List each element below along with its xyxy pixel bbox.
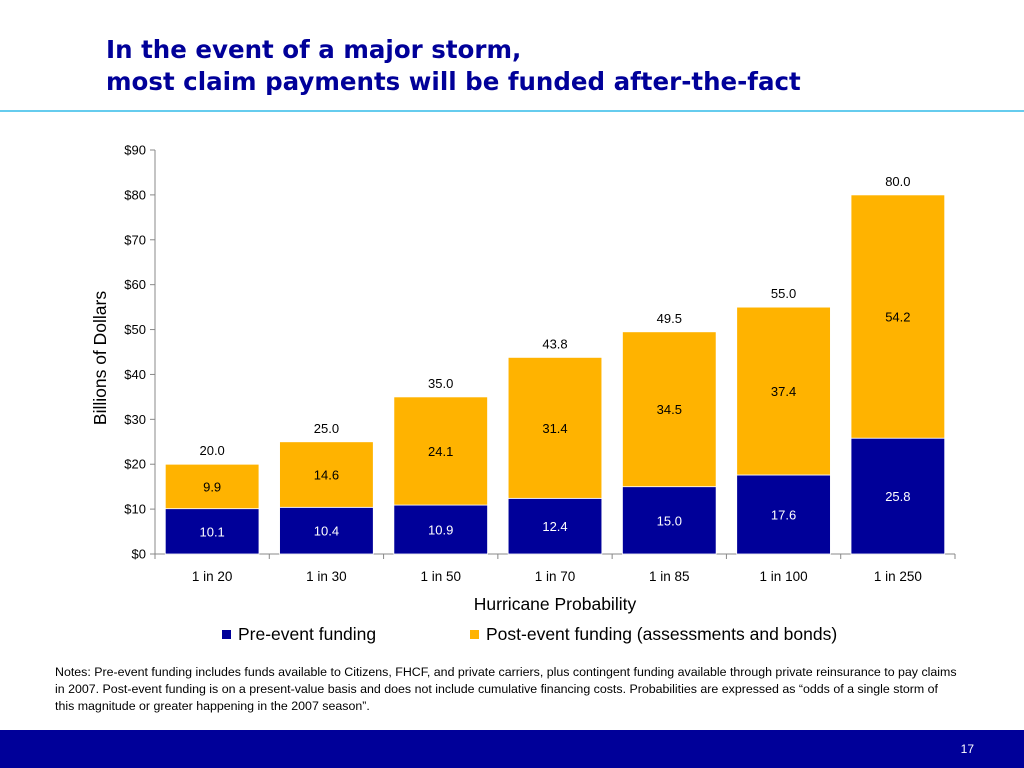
legend-swatch-pre-event	[222, 630, 231, 639]
bar-segment-post-event	[622, 331, 717, 488]
x-axis-title: Hurricane Probability	[474, 594, 637, 614]
slide-title: In the event of a major storm, most clai…	[106, 34, 801, 98]
x-tick-label: 1 in 20	[192, 569, 233, 584]
bar-segment-post-event	[507, 356, 603, 499]
data-label-pre-event: 15.0	[657, 513, 682, 528]
y-tick-label: $50	[124, 322, 146, 337]
data-label-post-event: 24.1	[428, 444, 453, 459]
slide-title-line-1: In the event of a major storm,	[106, 35, 522, 64]
chart-notes: Notes: Pre-event funding includes funds …	[55, 665, 957, 713]
total-label: 35.0	[428, 376, 453, 391]
total-label: 25.0	[314, 421, 339, 436]
bar-segment-post-event	[850, 194, 946, 439]
slide-title-line-2: most claim payments will be funded after…	[106, 67, 801, 96]
bar-segment-post-event	[164, 463, 260, 510]
data-label-post-event: 14.6	[314, 468, 339, 483]
x-tick-label: 1 in 30	[306, 569, 347, 584]
legend-swatch-post-event	[470, 630, 479, 639]
legend-label-post-event: Post-event funding (assessments and bond…	[486, 624, 838, 644]
legend-item-post-event: Post-event funding (assessments and bond…	[470, 624, 837, 645]
bar-segment-post-event	[279, 441, 374, 508]
total-label: 80.0	[885, 174, 910, 189]
legend-label-pre-event: Pre-event funding	[238, 624, 377, 644]
x-tick-label: 1 in 70	[535, 569, 576, 584]
data-label-post-event: 54.2	[885, 310, 910, 325]
bar-segment-post-event	[393, 396, 488, 506]
y-tick-label: $70	[124, 232, 146, 247]
data-label-pre-event: 25.8	[885, 489, 910, 504]
data-label-post-event: 31.4	[542, 421, 567, 436]
total-label: 55.0	[771, 286, 796, 301]
stacked-bar-chart: $0 $10 $20 $30 $40 $50 $60 $70 $80 $90 10.1 9.9 20.0…	[90, 143, 956, 614]
y-tick-label: $20	[124, 457, 146, 472]
footer-bar: 17	[0, 730, 1024, 768]
data-label-pre-event: 12.4	[542, 519, 567, 534]
bar-segment-pre-event	[622, 486, 717, 555]
y-tick-label: $90	[124, 143, 146, 158]
y-tick-label: $40	[124, 367, 146, 382]
y-tick-label: $80	[124, 187, 146, 202]
bar-segment-pre-event	[850, 437, 946, 555]
x-tick-label: 1 in 85	[649, 569, 690, 584]
bar-segment-pre-event	[736, 474, 831, 555]
data-label-pre-event: 17.6	[771, 507, 796, 522]
x-tick-label: 1 in 100	[760, 569, 808, 584]
total-label: 20.0	[199, 443, 224, 458]
bar-segment-pre-event	[164, 508, 260, 555]
bar-segment-pre-event	[393, 504, 488, 555]
data-label-pre-event: 10.4	[314, 524, 339, 539]
title-divider	[0, 110, 1024, 112]
y-tick-label: $0	[132, 547, 146, 562]
total-label: 49.5	[657, 311, 682, 326]
chart-legend: Pre-event funding Post-event funding (as…	[0, 624, 1024, 646]
total-label: 43.8	[542, 336, 567, 351]
data-label-post-event: 34.5	[657, 402, 682, 417]
x-tick-label: 1 in 250	[874, 569, 922, 584]
data-label-pre-event: 10.1	[199, 524, 224, 539]
page-number: 17	[960, 742, 974, 756]
y-tick-label: $60	[124, 277, 146, 292]
bar-segment-post-event	[736, 306, 831, 476]
y-tick-label: $10	[124, 502, 146, 517]
legend-item-pre-event: Pre-event funding	[222, 624, 376, 645]
x-tick-label: 1 in 50	[420, 569, 461, 584]
y-axis-title: Billions of Dollars	[90, 291, 110, 425]
y-tick-label: $30	[124, 412, 146, 427]
data-label-pre-event: 10.9	[428, 523, 453, 538]
data-label-post-event: 37.4	[771, 384, 796, 399]
data-label-post-event: 9.9	[203, 479, 221, 494]
